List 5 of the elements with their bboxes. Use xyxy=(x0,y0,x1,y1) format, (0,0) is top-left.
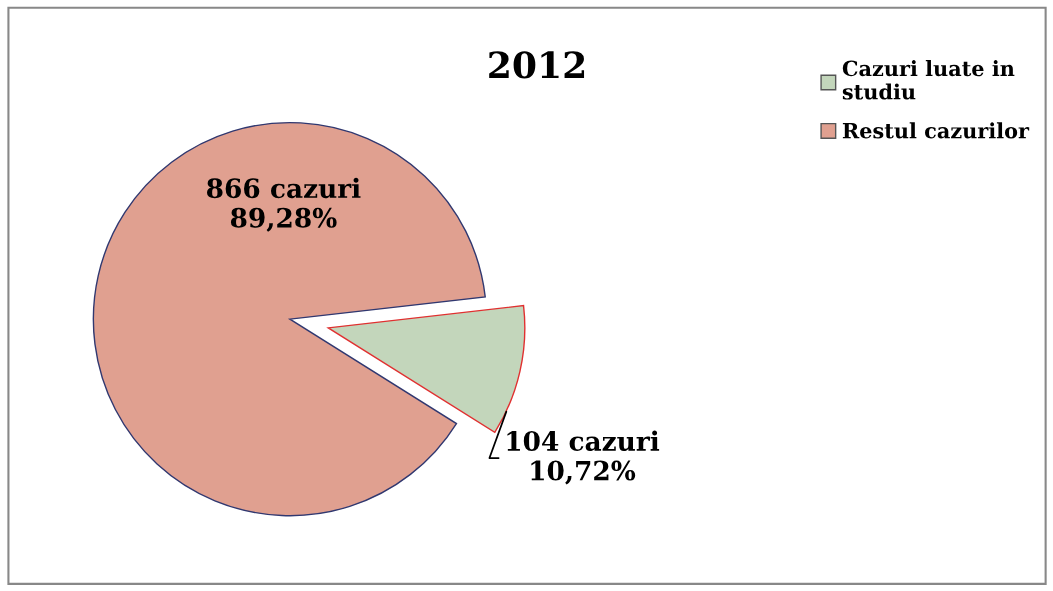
legend-label: Restul cazurilor xyxy=(842,122,1030,139)
legend-label: Cazuri luate in studiu xyxy=(842,60,1015,100)
chart-title: 2012 xyxy=(489,51,585,79)
data-label: 104 cazuri 10,72% xyxy=(507,430,660,485)
data-label: 866 cazuri 89,28% xyxy=(207,177,361,232)
